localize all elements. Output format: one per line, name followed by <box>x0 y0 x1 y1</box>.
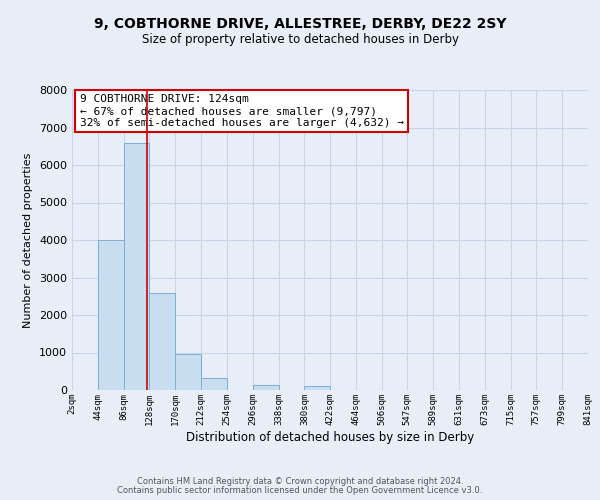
Bar <box>253 386 278 390</box>
Bar <box>149 292 175 390</box>
Text: 9 COBTHORNE DRIVE: 124sqm
← 67% of detached houses are smaller (9,797)
32% of se: 9 COBTHORNE DRIVE: 124sqm ← 67% of detac… <box>80 94 404 128</box>
Text: Contains public sector information licensed under the Open Government Licence v3: Contains public sector information licen… <box>118 486 482 495</box>
Bar <box>201 378 227 390</box>
Bar <box>304 386 331 390</box>
Y-axis label: Number of detached properties: Number of detached properties <box>23 152 34 328</box>
X-axis label: Distribution of detached houses by size in Derby: Distribution of detached houses by size … <box>186 430 474 444</box>
Text: Size of property relative to detached houses in Derby: Size of property relative to detached ho… <box>142 32 458 46</box>
Text: 9, COBTHORNE DRIVE, ALLESTREE, DERBY, DE22 2SY: 9, COBTHORNE DRIVE, ALLESTREE, DERBY, DE… <box>94 18 506 32</box>
Bar <box>98 240 124 390</box>
Bar <box>175 354 201 390</box>
Text: Contains HM Land Registry data © Crown copyright and database right 2024.: Contains HM Land Registry data © Crown c… <box>137 477 463 486</box>
Bar <box>124 142 149 390</box>
